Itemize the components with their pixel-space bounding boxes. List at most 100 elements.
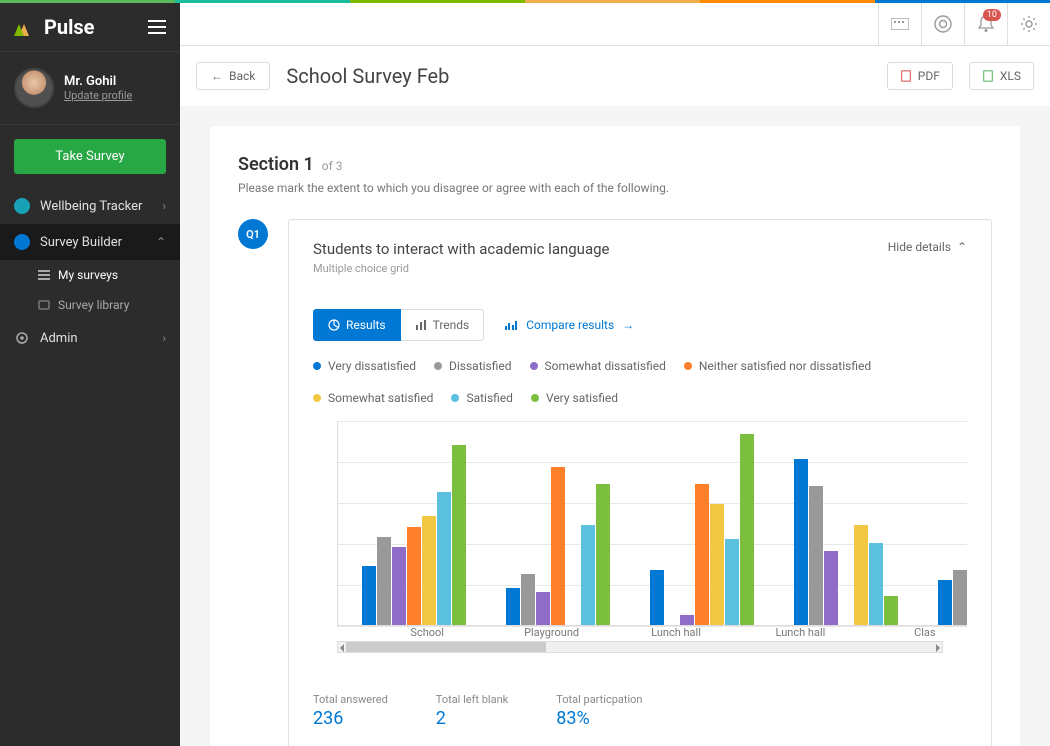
bar xyxy=(422,516,436,625)
profile-block: Mr. Gohil Update profile xyxy=(0,51,180,125)
bar xyxy=(551,467,565,625)
bar xyxy=(536,592,550,625)
legend-label: Neither satisfied nor dissatisfied xyxy=(699,359,871,373)
stat-value: 236 xyxy=(313,708,388,729)
chevron-right-icon: › xyxy=(162,331,166,345)
bar xyxy=(437,492,451,625)
chart-category xyxy=(506,421,610,625)
app-name: Pulse xyxy=(44,15,138,39)
section-title: Section 1 xyxy=(238,154,314,175)
sidebar-item-label: Admin xyxy=(40,331,152,346)
chart-category xyxy=(362,421,466,625)
chart-scrollbar[interactable] xyxy=(337,641,943,653)
chevron-up-icon: ⌃ xyxy=(957,240,967,254)
sidebar-sub-survey-library[interactable]: Survey library xyxy=(0,290,180,320)
chart-legend: Very dissatisfiedDissatisfiedSomewhat di… xyxy=(289,341,991,405)
legend-dot xyxy=(313,362,321,370)
section-description: Please mark the extent to which you disa… xyxy=(238,181,992,195)
sidebar: Pulse Mr. Gohil Update profile Take Surv… xyxy=(0,3,180,746)
sidebar-sub-my-surveys[interactable]: My surveys xyxy=(0,260,180,290)
scrollbar-thumb[interactable] xyxy=(346,642,546,652)
list-icon xyxy=(38,269,50,281)
bar xyxy=(725,539,739,625)
stat-answered: Total answered 236 xyxy=(313,693,388,729)
section-card: Section 1 of 3 Please mark the extent to… xyxy=(210,126,1020,746)
bar xyxy=(650,570,664,625)
chevron-right-icon: › xyxy=(162,199,166,213)
notifications-icon[interactable]: 10 xyxy=(964,3,1007,46)
update-profile-link[interactable]: Update profile xyxy=(64,89,132,102)
library-icon xyxy=(38,299,50,311)
bar xyxy=(506,588,520,625)
x-category-label: Lunch hall xyxy=(758,626,842,641)
legend-dot xyxy=(684,362,692,370)
legend-item: Neither satisfied nor dissatisfied xyxy=(684,359,871,373)
profile-name: Mr. Gohil xyxy=(64,74,132,89)
legend-item: Very dissatisfied xyxy=(313,359,416,373)
sidebar-item-admin[interactable]: Admin › xyxy=(0,320,180,356)
sidebar-item-wellbeing[interactable]: Wellbeing Tracker › xyxy=(0,188,180,224)
logo-icon xyxy=(14,18,34,36)
stat-label: Total particpation xyxy=(556,693,642,706)
bar-chart: 020406080100 School surroundingsPlaygrou… xyxy=(337,421,967,641)
legend-dot xyxy=(531,394,539,402)
topbar: 10 xyxy=(180,3,1050,46)
arrow-left-icon: ← xyxy=(211,69,223,83)
legend-dot xyxy=(313,394,321,402)
section-of: of 3 xyxy=(322,159,343,173)
legend-dot xyxy=(451,394,459,402)
hamburger-icon[interactable] xyxy=(148,20,166,34)
bar xyxy=(521,574,535,625)
compare-results-link[interactable]: Compare results → xyxy=(504,318,634,332)
bar xyxy=(596,484,610,625)
settings-icon[interactable] xyxy=(1007,3,1050,46)
export-xls-button[interactable]: XLS xyxy=(969,62,1034,90)
bar xyxy=(794,459,808,625)
bar xyxy=(809,486,823,625)
bar xyxy=(938,580,952,625)
x-category-label: Lunch hall xyxy=(634,626,718,641)
bar xyxy=(854,525,868,625)
bar xyxy=(392,547,406,625)
tab-results[interactable]: Results xyxy=(313,309,401,341)
legend-item: Somewhat satisfied xyxy=(313,391,433,405)
sidebar-item-survey-builder[interactable]: Survey Builder ⌃ xyxy=(0,224,180,260)
legend-label: Very satisfied xyxy=(546,391,618,405)
question-type: Multiple choice grid xyxy=(313,262,610,275)
notification-badge: 10 xyxy=(983,9,1001,21)
chart-category xyxy=(938,421,967,625)
bars-icon xyxy=(415,319,427,331)
bar xyxy=(824,551,838,625)
bar xyxy=(710,504,724,625)
bar xyxy=(953,570,967,625)
gear-icon xyxy=(14,330,30,346)
legend-dot xyxy=(530,362,538,370)
x-category-label: School surroundings xyxy=(385,626,469,641)
bar xyxy=(884,596,898,625)
export-pdf-button[interactable]: PDF xyxy=(887,62,953,90)
stat-value: 2 xyxy=(436,708,508,729)
bar xyxy=(377,537,391,625)
help-icon[interactable] xyxy=(921,3,964,46)
sidebar-item-label: Wellbeing Tracker xyxy=(40,199,152,214)
chevron-up-icon: ⌃ xyxy=(156,235,166,249)
question-badge: Q1 xyxy=(238,219,268,249)
legend-label: Somewhat dissatisfied xyxy=(545,359,666,373)
x-category-label: Playground xyxy=(509,626,593,641)
bar xyxy=(695,484,709,625)
back-button[interactable]: ← Back xyxy=(196,62,270,90)
sidebar-sub-label: My surveys xyxy=(58,260,118,290)
page-header: ← Back School Survey Feb PDF XLS xyxy=(180,46,1050,106)
keyboard-icon[interactable] xyxy=(878,3,921,46)
bar xyxy=(362,566,376,625)
stat-participation: Total particpation 83% xyxy=(556,693,642,729)
legend-label: Satisfied xyxy=(466,391,512,405)
tab-trends[interactable]: Trends xyxy=(401,309,485,341)
bar xyxy=(740,434,754,625)
bar xyxy=(680,615,694,625)
question-box: Students to interact with academic langu… xyxy=(288,219,992,746)
hide-details-toggle[interactable]: Hide details ⌃ xyxy=(888,240,967,254)
chart-category xyxy=(794,421,898,625)
legend-item: Satisfied xyxy=(451,391,512,405)
take-survey-button[interactable]: Take Survey xyxy=(14,139,166,174)
